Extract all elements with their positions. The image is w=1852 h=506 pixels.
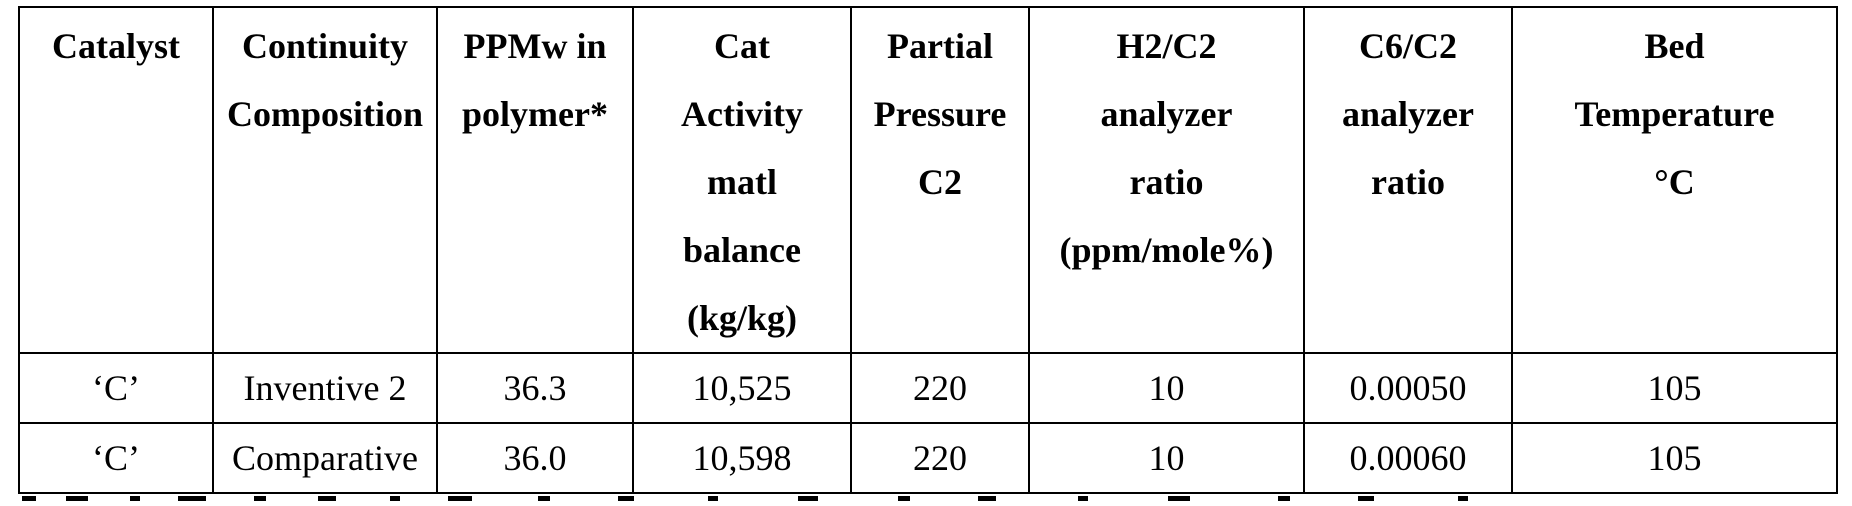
header-line: Continuity xyxy=(214,12,436,80)
clipped-footnote-fragment xyxy=(18,494,1618,506)
table-cell: 36.3 xyxy=(437,353,633,423)
header-line: Bed xyxy=(1513,12,1836,80)
table-cell: 10 xyxy=(1029,353,1304,423)
header-line: Cat xyxy=(634,12,850,80)
table-cell: Inventive 2 xyxy=(213,353,437,423)
table-cell: 220 xyxy=(851,353,1029,423)
header-line: ratio xyxy=(1305,148,1511,216)
header-ppmw-in-polymer: PPMw in polymer* xyxy=(437,7,633,353)
table-cell: Comparative xyxy=(213,423,437,493)
table-row: ‘C’ Comparative 36.0 10,598 220 10 0.000… xyxy=(19,423,1837,493)
table-cell: ‘C’ xyxy=(19,423,213,493)
header-row: Catalyst Continuity Composition PPMw in … xyxy=(19,7,1837,353)
table-cell: 10,525 xyxy=(633,353,851,423)
header-line: Pressure xyxy=(852,80,1028,148)
table-cell: 0.00060 xyxy=(1304,423,1512,493)
header-line: ratio xyxy=(1030,148,1303,216)
header-line: Catalyst xyxy=(20,12,212,80)
table-cell: 10,598 xyxy=(633,423,851,493)
header-continuity-composition: Continuity Composition xyxy=(213,7,437,353)
table-cell: 220 xyxy=(851,423,1029,493)
table-cell: 36.0 xyxy=(437,423,633,493)
header-line: analyzer xyxy=(1030,80,1303,148)
header-bed-temperature: Bed Temperature °C xyxy=(1512,7,1837,353)
table-cell: 10 xyxy=(1029,423,1304,493)
header-cat-activity: Cat Activity matl balance (kg/kg) xyxy=(633,7,851,353)
table-cell: 105 xyxy=(1512,353,1837,423)
header-line: polymer* xyxy=(438,80,632,148)
header-line: C2 xyxy=(852,148,1028,216)
header-line: Temperature xyxy=(1513,80,1836,148)
table-cell: ‘C’ xyxy=(19,353,213,423)
header-line: Activity xyxy=(634,80,850,148)
header-line: (ppm/mole%) xyxy=(1030,216,1303,284)
header-line: analyzer xyxy=(1305,80,1511,148)
header-line: C6/C2 xyxy=(1305,12,1511,80)
header-line: matl xyxy=(634,148,850,216)
table-row: ‘C’ Inventive 2 36.3 10,525 220 10 0.000… xyxy=(19,353,1837,423)
table-cell: 105 xyxy=(1512,423,1837,493)
header-line: °C xyxy=(1513,148,1836,216)
header-line: balance xyxy=(634,216,850,284)
header-partial-pressure-c2: Partial Pressure C2 xyxy=(851,7,1029,353)
table-cell: 0.00050 xyxy=(1304,353,1512,423)
header-line: PPMw in xyxy=(438,12,632,80)
header-catalyst: Catalyst xyxy=(19,7,213,353)
header-h2-c2-ratio: H2/C2 analyzer ratio (ppm/mole%) xyxy=(1029,7,1304,353)
header-c6-c2-ratio: C6/C2 analyzer ratio xyxy=(1304,7,1512,353)
header-line: Partial xyxy=(852,12,1028,80)
data-table: Catalyst Continuity Composition PPMw in … xyxy=(18,6,1838,494)
header-line: (kg/kg) xyxy=(634,284,850,352)
header-line: Composition xyxy=(214,80,436,148)
header-line: H2/C2 xyxy=(1030,12,1303,80)
